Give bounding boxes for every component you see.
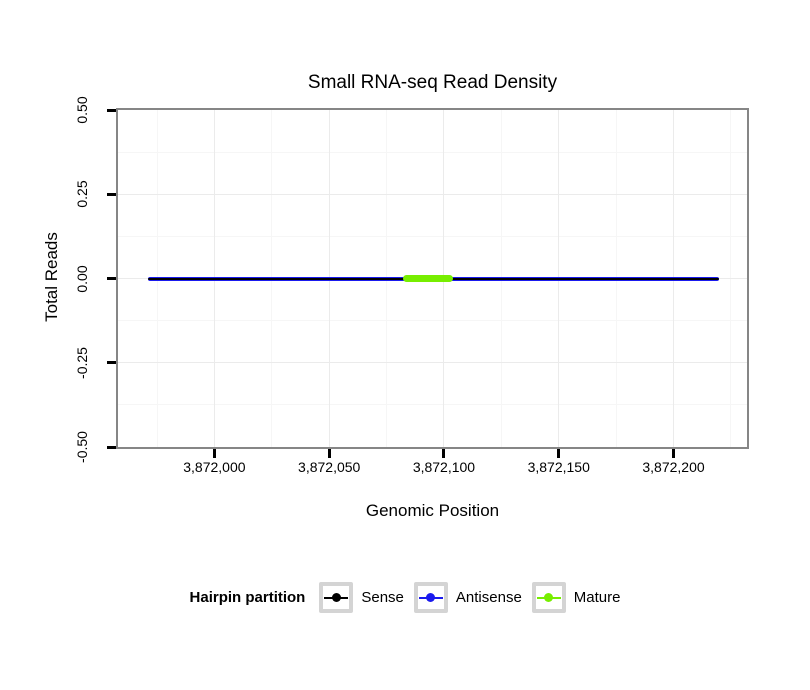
legend-key-antisense: [413, 582, 448, 613]
mature-dot-icon: [544, 593, 554, 602]
x-tick-mark: [557, 449, 561, 458]
legend-entry-antisense: Antisense: [413, 582, 522, 613]
y-tick-label: 0.25: [74, 180, 90, 208]
x-tick-label: 3,872,050: [298, 459, 361, 475]
plot-panel: [116, 108, 749, 449]
legend: Hairpin partition Sense Antisense Mature: [0, 580, 810, 615]
y-tick-mark: [107, 361, 116, 365]
x-tick-label: 3,872,100: [412, 459, 476, 475]
chart-title: Small RNA-seq Read Density: [307, 72, 558, 93]
x-tick-mark: [442, 449, 446, 458]
legend-entry-sense: Sense: [319, 582, 404, 613]
y-gridline-minor: [118, 235, 747, 237]
sense-dot-icon: [331, 593, 341, 602]
x-axis-title: Genomic Position: [365, 501, 500, 520]
x-tick-mark: [327, 449, 331, 458]
legend-key-mature: [531, 582, 566, 613]
y-axis-title: Total Reads: [42, 232, 61, 322]
legend-title: Hairpin partition: [189, 589, 306, 606]
x-tick-mark: [672, 449, 676, 458]
x-tick-label: 3,872,150: [527, 459, 590, 475]
y-tick-mark: [107, 277, 116, 280]
y-tick-label: 0.50: [74, 96, 90, 124]
y-tick-label: -0.50: [74, 431, 90, 463]
legend-label-mature: Mature: [573, 589, 621, 606]
legend-key-sense: [319, 582, 354, 613]
y-gridline-minor: [118, 320, 747, 322]
x-tick-label: 3,872,200: [642, 459, 705, 475]
y-gridline-major: [118, 362, 747, 364]
y-gridline-major: [118, 193, 747, 195]
plot-area: [118, 110, 747, 447]
y-tick-mark: [107, 192, 116, 196]
x-tick-label: 3,872,000: [183, 459, 246, 475]
legend-label-sense: Sense: [361, 589, 404, 606]
y-tick-label: 0.00: [74, 264, 90, 293]
legend-label-antisense: Antisense: [455, 589, 522, 606]
y-gridline-minor: [118, 151, 747, 153]
y-gridline-minor: [118, 404, 747, 406]
antisense-dot-icon: [426, 593, 436, 602]
x-tick-mark: [212, 449, 216, 458]
legend-entry-mature: Mature: [531, 582, 621, 613]
y-tick-label: -0.25: [74, 346, 90, 379]
y-tick-mark: [107, 108, 116, 112]
y-tick-mark: [107, 445, 116, 449]
mature-series-line: [402, 275, 454, 282]
